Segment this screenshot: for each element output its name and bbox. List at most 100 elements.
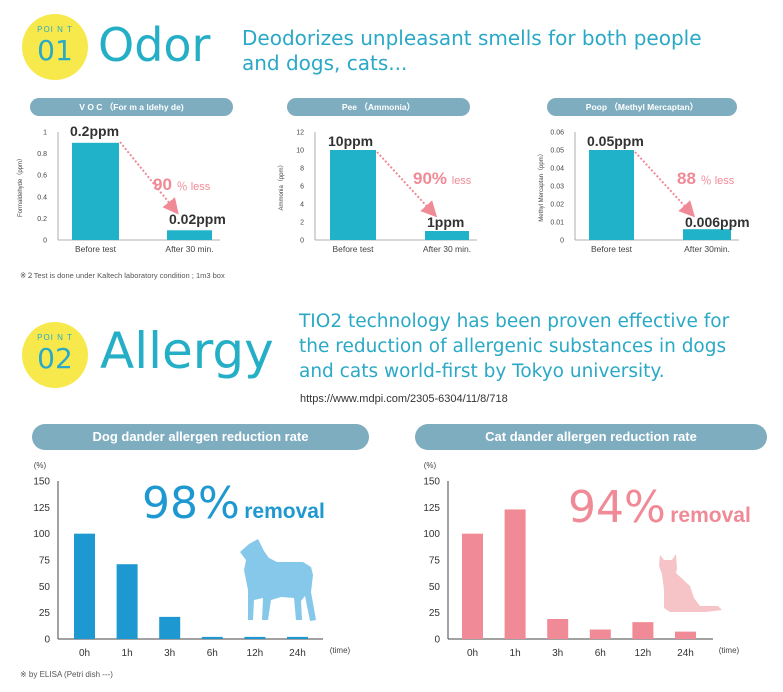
point-01-badge: POI N T 01 xyxy=(22,14,88,80)
y-tick-label: 50 xyxy=(39,582,51,593)
point-label: POI N T xyxy=(37,333,73,342)
x-tick-label: After 30min. xyxy=(684,244,730,254)
y-tick-label: 125 xyxy=(423,503,440,514)
y-axis-title: Ammonia（ppm） xyxy=(278,161,285,210)
reduction-unit: ％ less xyxy=(177,181,211,193)
y-tick-label: 12 xyxy=(296,130,304,137)
value-label: 10ppm xyxy=(328,133,373,149)
y-tick-label: 0 xyxy=(434,635,440,646)
y-tick-label: 0.04 xyxy=(550,166,564,173)
y-tick-label: 0.03 xyxy=(550,184,564,191)
x-tick-label: Before test xyxy=(75,244,117,254)
y-tick-label: 25 xyxy=(429,608,441,619)
bar xyxy=(632,622,654,639)
bar xyxy=(589,629,611,639)
pee-chart-title: Pee （Ammonia） xyxy=(287,98,470,116)
allergy-description-line1: TIO2 technology has been proven effectiv… xyxy=(299,311,730,332)
ammonia-chart: 0 2 4 6 8 10 12 Ammonia（ppm） Before test 10ppm Aft… xyxy=(278,130,477,254)
reduction-number: 90 xyxy=(153,175,177,194)
x-tick-label: 3h xyxy=(164,648,175,659)
point-label: POI N T xyxy=(37,25,73,34)
bar xyxy=(675,631,696,639)
x-tick-label: 1h xyxy=(122,648,133,659)
y-tick-label: 0.8 xyxy=(37,151,47,158)
y-tick-label: 0 xyxy=(560,238,564,245)
bar xyxy=(589,150,634,240)
odor-description-line1: Deodorizes unpleasant smells for both pe… xyxy=(242,26,702,50)
mercaptan-chart: 0 0.01 0.02 0.03 0.04 0.05 0.06 Methyl Mercapta… xyxy=(538,130,750,255)
reduction-number: 88 xyxy=(677,169,701,188)
cat-removal-headline: 94% removal xyxy=(568,482,751,533)
y-tick-label: 4 xyxy=(300,202,304,209)
y-tick-label: 0.05 xyxy=(550,148,564,155)
reduction-label: 90 ％ less xyxy=(153,175,211,194)
x-tick-label: 3h xyxy=(552,648,563,659)
dog-silhouette-icon xyxy=(240,539,316,621)
allergy-title: Allergy xyxy=(100,322,274,380)
x-tick-label: Before test xyxy=(591,244,633,254)
y-tick-label: 0.6 xyxy=(37,173,47,180)
bar xyxy=(425,231,469,240)
y-tick-label: 50 xyxy=(429,582,441,593)
bar xyxy=(201,636,223,639)
reduction-label: 90% less xyxy=(413,169,472,188)
y-tick-label: 0.02 xyxy=(550,202,564,209)
y-tick-label: 100 xyxy=(423,529,440,540)
x-axis-unit: (time) xyxy=(719,646,740,655)
bar xyxy=(287,636,308,639)
x-tick-label: 12h xyxy=(247,648,264,659)
point-number: 02 xyxy=(37,342,73,375)
y-tick-label: 2 xyxy=(300,220,304,227)
bar xyxy=(72,142,119,240)
x-tick-label: After 30 min. xyxy=(423,244,471,254)
point-number: 01 xyxy=(37,34,73,67)
y-tick-label: 125 xyxy=(33,503,50,514)
y-tick-label: 25 xyxy=(39,608,51,619)
bar xyxy=(504,509,526,639)
allergy-footnote: ※ by ELISA (Petri dish ---) xyxy=(20,670,113,679)
x-tick-label: 0h xyxy=(467,648,478,659)
odor-footnote: ※２Test is done under Kaltech laboratory … xyxy=(20,271,225,280)
x-tick-label: After 30 min. xyxy=(165,244,213,254)
voc-chart-title: V O C （For m a ldehy de) xyxy=(30,98,233,116)
y-tick-label: 8 xyxy=(300,166,304,173)
allergy-description-line2: the reduction of allergenic substances i… xyxy=(299,336,727,357)
x-tick-label: 24h xyxy=(677,648,694,659)
allergy-description-line3: and cats world-first by Tokyo university… xyxy=(299,361,665,382)
y-tick-label: 6 xyxy=(300,184,304,191)
odor-title: Odor xyxy=(98,18,211,72)
x-tick-label: 6h xyxy=(595,648,606,659)
bar xyxy=(547,618,569,639)
bar xyxy=(116,564,138,639)
y-tick-label: 0.4 xyxy=(37,194,47,201)
y-tick-label: 150 xyxy=(423,477,440,488)
reduction-arrow xyxy=(634,151,696,218)
y-axis-unit: (%) xyxy=(34,461,47,470)
y-tick-label: 1 xyxy=(43,130,47,137)
y-axis-title: Methyl Mercaptan（ppm） xyxy=(538,150,545,221)
reduction-arrow xyxy=(376,151,438,218)
voc-chart: 0 0.2 0.4 0.6 0.8 1 Formaldehyde（ppm） Before te… xyxy=(17,123,226,254)
y-tick-label: 10 xyxy=(296,148,304,155)
y-tick-label: 0.06 xyxy=(550,130,564,137)
cat-allergen-chart: (%) (time) 0 25 50 75 100 125 150 0h 1h 3h 6h 12h 24h xyxy=(423,461,739,659)
poop-chart-title: Poop （Methyl Mercaptan） xyxy=(547,98,737,116)
dog-chart-title: Dog dander allergen reduction rate xyxy=(32,424,369,450)
bar xyxy=(74,533,95,639)
paper-link[interactable]: https://www.mdpi.com/2305-6304/11/8/718 xyxy=(300,393,508,405)
bar xyxy=(244,636,266,639)
point-02-badge: POI N T 02 xyxy=(22,322,88,388)
bar xyxy=(159,616,181,639)
value-label: 1ppm xyxy=(427,214,464,230)
cat-silhouette-icon xyxy=(659,554,722,612)
reduction-arrow xyxy=(119,141,179,215)
y-tick-label: 0 xyxy=(44,635,50,646)
y-tick-label: 150 xyxy=(33,477,50,488)
reduction-label: 88 ％ less xyxy=(677,169,735,188)
dog-removal-word: removal xyxy=(244,500,325,523)
value-label: 0.006ppm xyxy=(685,214,750,230)
value-label: 0.02ppm xyxy=(169,211,226,227)
y-tick-label: 75 xyxy=(39,556,51,567)
x-tick-label: 6h xyxy=(207,648,218,659)
